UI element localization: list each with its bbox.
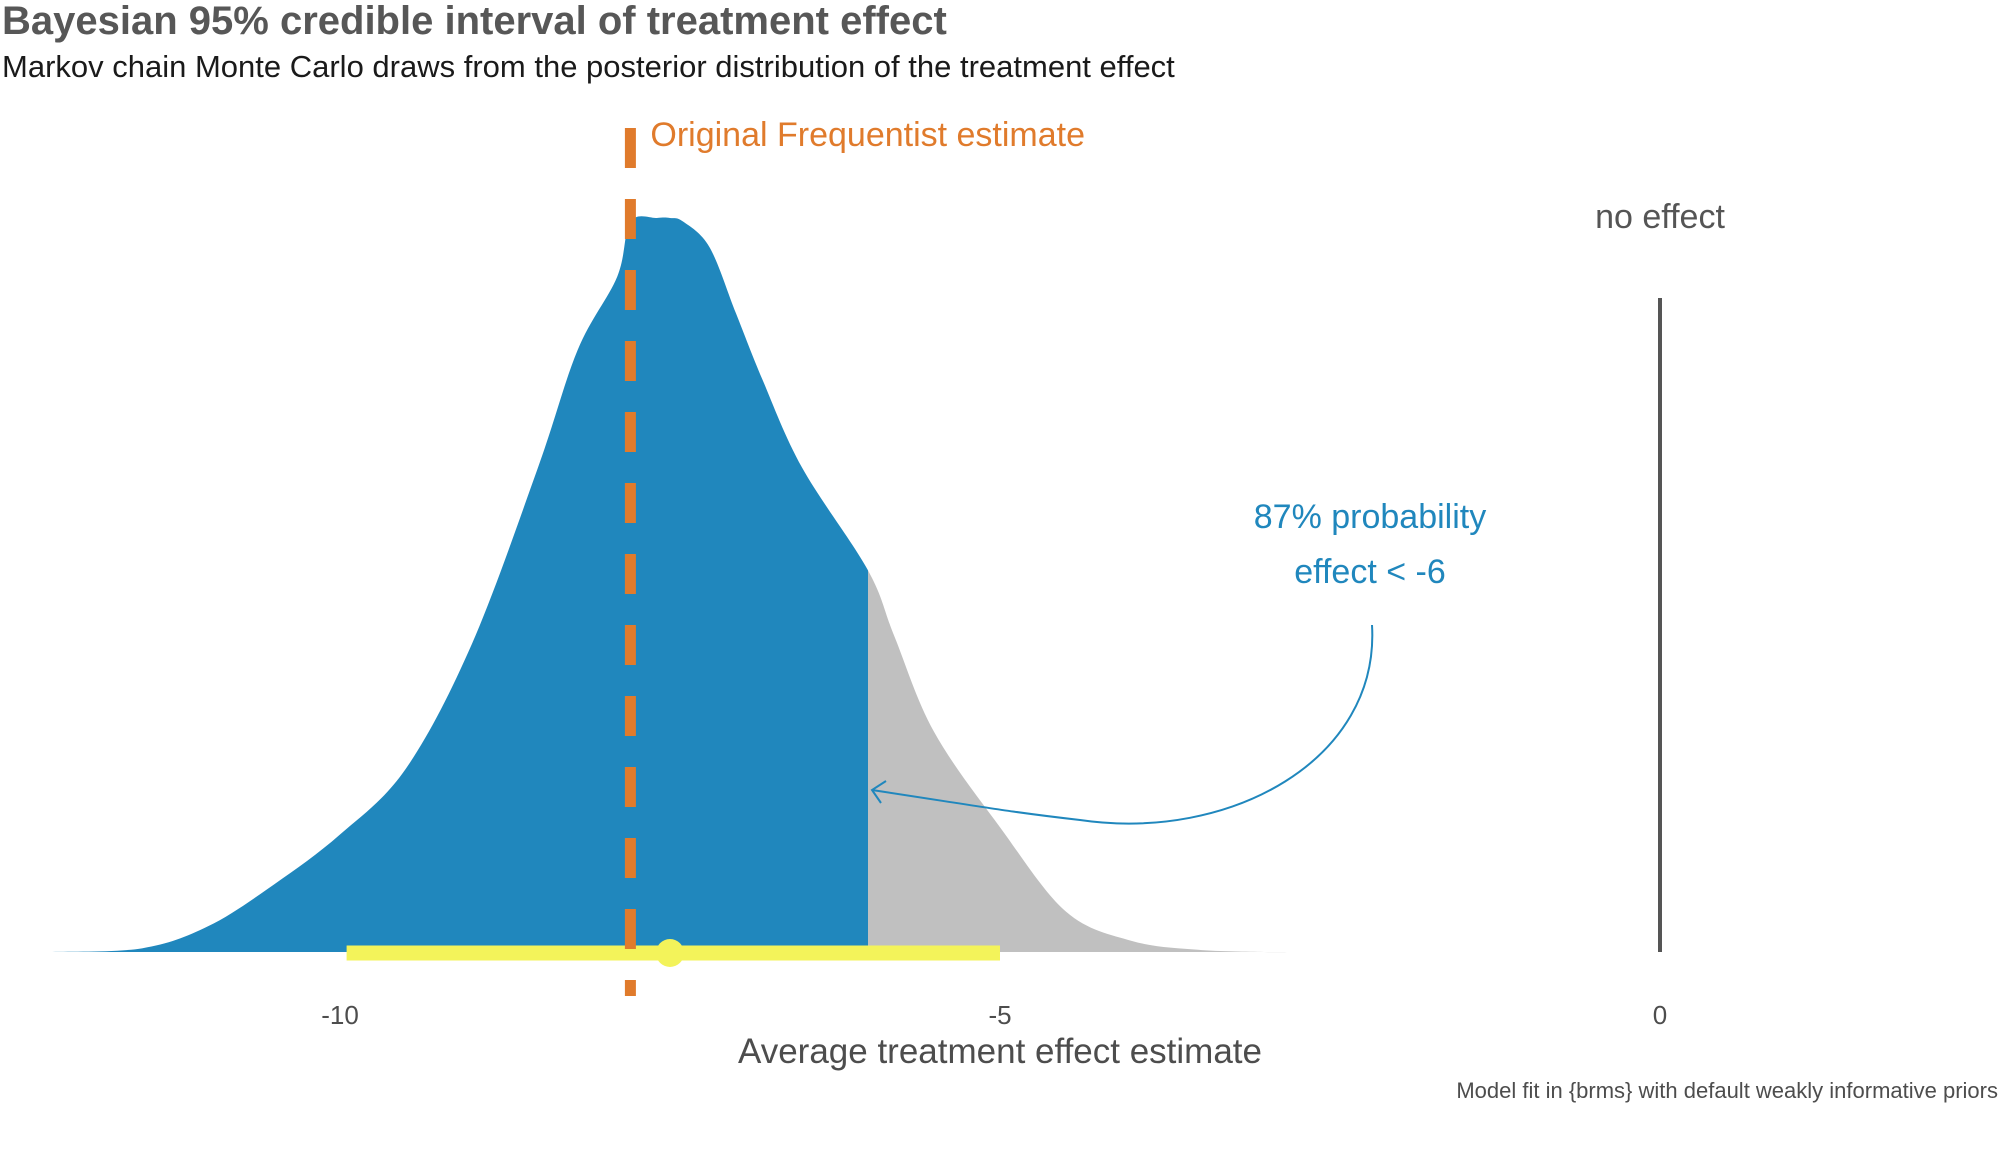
- x-axis-label: Average treatment effect estimate: [738, 1032, 1262, 1071]
- credible-interval-point-estimate: [656, 939, 684, 967]
- density-area-below-threshold: [49, 216, 868, 952]
- annotation-arrowhead: [870, 780, 887, 804]
- x-tick-label: -5: [988, 1000, 1011, 1030]
- annotation-probability: 87% probability: [1254, 498, 1486, 536]
- chart-caption: Model fit in {brms} with default weakly …: [1456, 1078, 1998, 1103]
- annotation-arrow: [871, 624, 1374, 825]
- density-area: [49, 216, 1291, 953]
- x-tick-label: -10: [321, 1000, 359, 1030]
- x-tick-label: 0: [1653, 1000, 1667, 1030]
- density-area-above-threshold: [868, 570, 1291, 953]
- annotation-threshold: effect < -6: [1294, 553, 1446, 591]
- frequentist-estimate-label: Original Frequentist estimate: [650, 116, 1085, 154]
- no-effect-label: no effect: [1595, 198, 1725, 236]
- chart-title: Bayesian 95% credible interval of treatm…: [2, 0, 947, 43]
- chart-subtitle: Markov chain Monte Carlo draws from the …: [2, 49, 1175, 84]
